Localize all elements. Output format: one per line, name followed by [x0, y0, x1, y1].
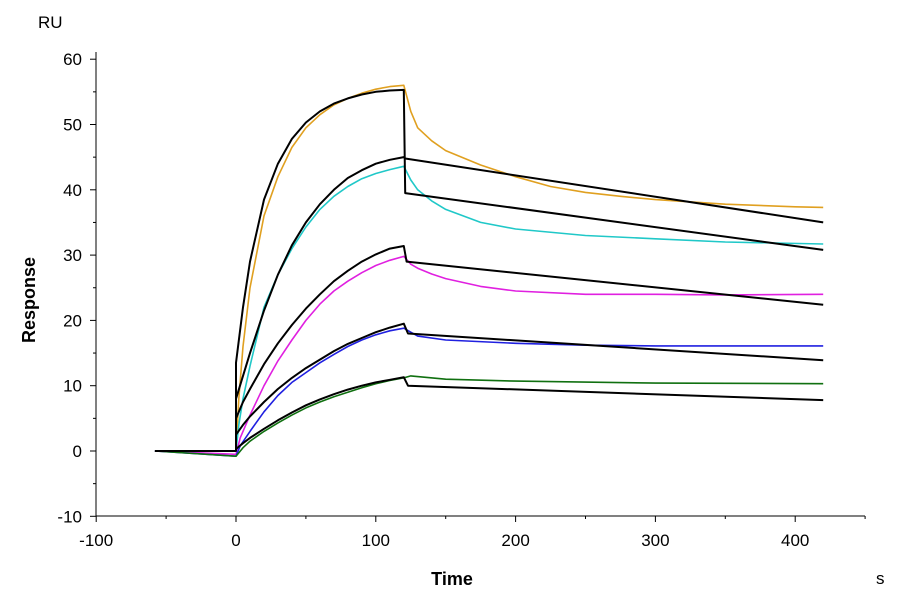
x-tick-label: 100 — [362, 531, 390, 550]
y-unit-label: RU — [38, 13, 63, 32]
x-tick-label: 0 — [231, 531, 240, 550]
y-tick-label: 20 — [63, 311, 82, 330]
series-line-data-orange — [154, 84, 824, 452]
y-tick-label: -10 — [57, 507, 82, 526]
x-tick-label: -100 — [79, 531, 113, 550]
x-unit-label: s — [876, 569, 885, 588]
x-tick-label: 400 — [781, 531, 809, 550]
series-line-fit-2 — [235, 156, 824, 451]
y-axis-title: Response — [19, 257, 39, 343]
series-line-data-magenta — [154, 255, 824, 456]
y-tick-label: 60 — [63, 50, 82, 69]
y-tick-label: 40 — [63, 181, 82, 200]
axes — [95, 52, 865, 517]
y-tick-label: 10 — [63, 377, 82, 396]
series-line-fit-5 — [235, 376, 824, 451]
series-line-fit-3 — [235, 245, 824, 451]
y-tick-label: 50 — [63, 116, 82, 135]
series-line-data-green — [154, 375, 824, 458]
series-line-data-blue — [154, 327, 824, 458]
x-axis-title: Time — [431, 569, 473, 589]
series-line-data-cyan — [154, 165, 824, 452]
x-tick-label: 300 — [641, 531, 669, 550]
series-line-fit-1 — [154, 88, 824, 452]
x-tick-label: 200 — [501, 531, 529, 550]
y-tick-label: 0 — [73, 442, 82, 461]
series-line-fit-4 — [235, 322, 824, 451]
y-tick-label: 30 — [63, 246, 82, 265]
